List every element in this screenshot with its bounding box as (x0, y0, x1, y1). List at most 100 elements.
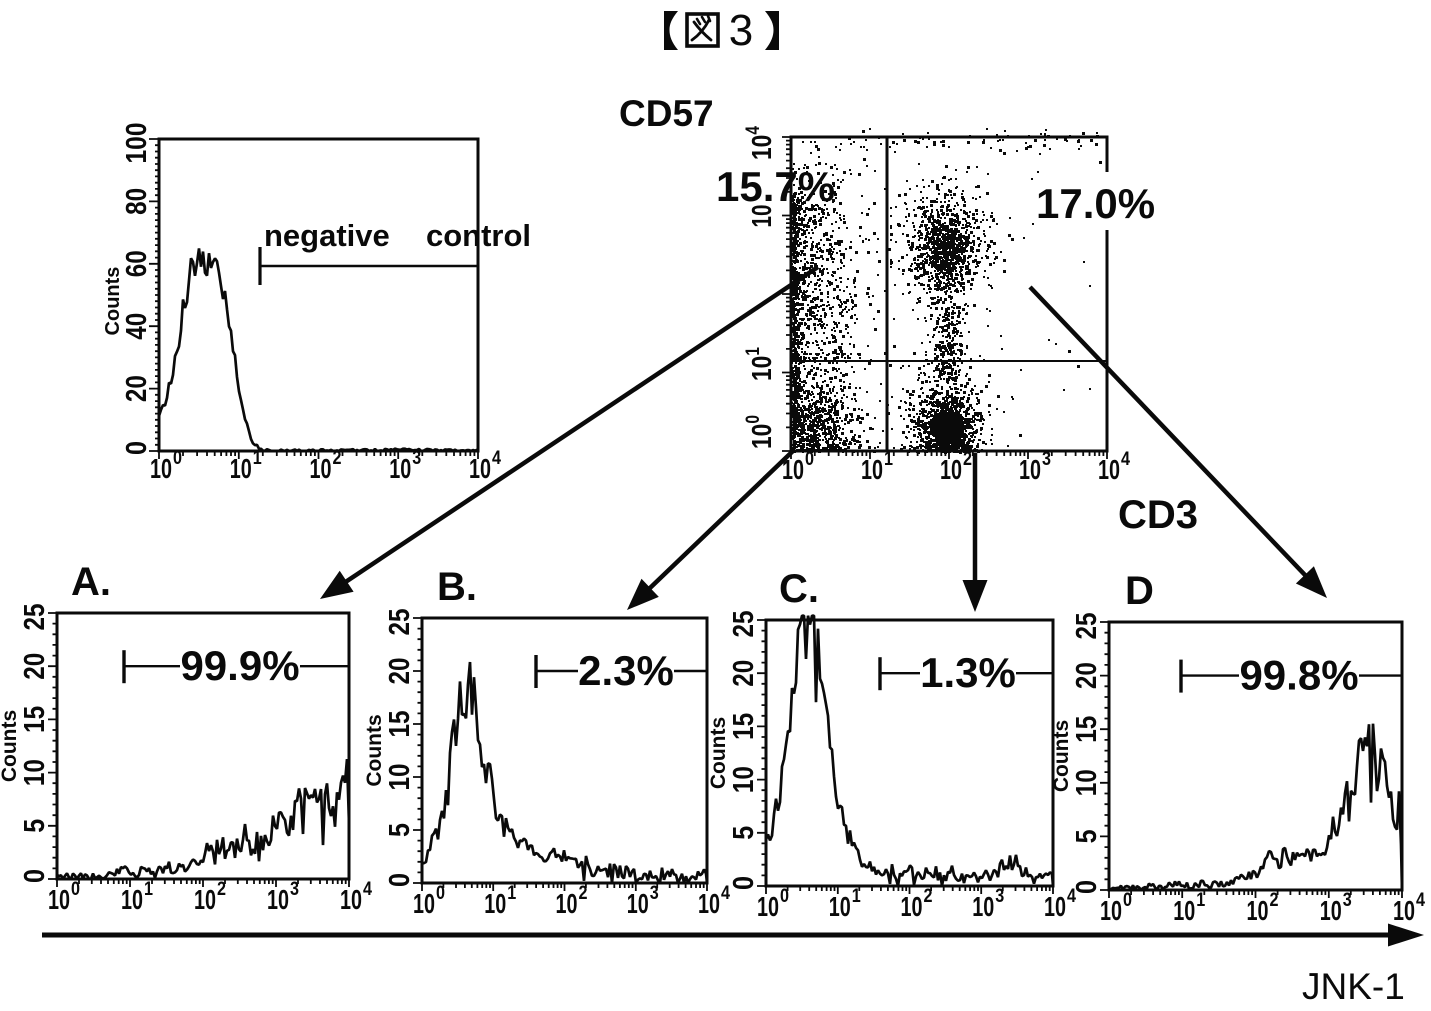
svg-text:3: 3 (729, 6, 753, 55)
svg-text:60: 60 (121, 250, 153, 277)
svg-text:15: 15 (1071, 716, 1103, 743)
svg-text:0: 0 (1071, 880, 1103, 894)
svg-text:10: 10 (1071, 769, 1103, 796)
svg-text:25: 25 (384, 609, 416, 636)
svg-text:20: 20 (1071, 662, 1103, 689)
svg-text:10: 10 (1098, 454, 1120, 485)
svg-text:0: 0 (780, 886, 789, 907)
svg-text:4: 4 (721, 883, 730, 904)
svg-text:5: 5 (1071, 829, 1103, 843)
svg-text:25: 25 (1071, 613, 1103, 640)
svg-text:10: 10 (389, 453, 411, 484)
svg-text:20: 20 (19, 653, 51, 680)
svg-text:10: 10 (469, 453, 491, 484)
svg-text:Counts: Counts (1050, 720, 1073, 792)
svg-text:0: 0 (805, 449, 814, 470)
svg-text:10: 10 (484, 888, 506, 919)
svg-text:JNK-1: JNK-1 (1302, 966, 1405, 1007)
svg-text:3: 3 (412, 448, 421, 469)
svg-text:10: 10 (194, 884, 216, 915)
svg-text:15: 15 (728, 713, 760, 740)
svg-text:0: 0 (728, 876, 760, 890)
svg-text:100: 100 (743, 415, 777, 449)
svg-text:C.: C. (779, 567, 819, 611)
svg-text:1: 1 (507, 883, 516, 904)
svg-text:CD3: CD3 (1118, 493, 1198, 537)
svg-text:2: 2 (963, 449, 972, 470)
svg-text:A.: A. (71, 560, 111, 604)
svg-text:10: 10 (1173, 895, 1195, 926)
svg-text:0: 0 (71, 879, 80, 900)
svg-text:1: 1 (884, 449, 893, 470)
svg-text:4: 4 (363, 879, 372, 900)
svg-text:10: 10 (861, 454, 883, 485)
svg-text:1: 1 (253, 448, 262, 469)
svg-text:10: 10 (782, 454, 804, 485)
svg-text:17.0%: 17.0% (1036, 180, 1155, 227)
svg-text:15: 15 (19, 706, 51, 733)
svg-text:4: 4 (492, 448, 501, 469)
svg-text:101: 101 (743, 347, 777, 381)
svg-text:3: 3 (1343, 890, 1352, 911)
svg-text:Counts: Counts (707, 717, 730, 789)
svg-text:2: 2 (217, 879, 226, 900)
svg-text:10: 10 (627, 888, 649, 919)
svg-text:4: 4 (1416, 890, 1425, 911)
svg-text:10: 10 (698, 888, 720, 919)
svg-text:10: 10 (746, 205, 777, 228)
svg-text:99.9%: 99.9% (180, 642, 299, 689)
svg-text:0: 0 (436, 883, 445, 904)
svg-text:10: 10 (19, 759, 51, 786)
svg-text:10: 10 (1019, 454, 1041, 485)
svg-text:10: 10 (901, 891, 923, 922)
svg-text:10: 10 (1320, 895, 1342, 926)
svg-text:1: 1 (144, 879, 153, 900)
svg-text:0: 0 (1123, 890, 1132, 911)
svg-text:5: 5 (384, 823, 416, 837)
svg-text:1: 1 (1196, 890, 1205, 911)
svg-text:10: 10 (48, 884, 70, 915)
svg-text:2: 2 (579, 883, 588, 904)
svg-text:10: 10 (121, 884, 143, 915)
svg-text:40: 40 (121, 313, 153, 340)
svg-text:25: 25 (728, 611, 760, 638)
svg-text:20: 20 (728, 660, 760, 687)
svg-text:15: 15 (384, 711, 416, 738)
svg-text:10: 10 (340, 884, 362, 915)
svg-text:3: 3 (995, 886, 1004, 907)
svg-text:10: 10 (1247, 895, 1269, 926)
svg-text:10: 10 (310, 453, 332, 484)
svg-text:Counts: Counts (0, 710, 21, 782)
svg-text:25: 25 (19, 604, 51, 631)
svg-text:0: 0 (121, 441, 153, 455)
svg-text:CD57: CD57 (619, 93, 714, 134)
svg-text:5: 5 (728, 826, 760, 840)
svg-text:D: D (1125, 569, 1154, 613)
svg-text:3: 3 (290, 879, 299, 900)
svg-text:10: 10 (972, 891, 994, 922)
svg-text:15.7%: 15.7% (716, 163, 835, 210)
svg-text:0: 0 (173, 448, 182, 469)
svg-text:104: 104 (743, 126, 777, 160)
svg-text:control: control (426, 218, 531, 253)
svg-text:10: 10 (230, 453, 252, 484)
svg-text:10: 10 (829, 891, 851, 922)
svg-text:5: 5 (19, 819, 51, 833)
svg-text:10: 10 (757, 891, 779, 922)
svg-text:10: 10 (556, 888, 578, 919)
svg-text:10: 10 (1044, 891, 1066, 922)
svg-text:10: 10 (384, 764, 416, 791)
svg-text:100: 100 (121, 123, 153, 164)
svg-text:10: 10 (1393, 895, 1415, 926)
svg-text:2: 2 (1270, 890, 1279, 911)
svg-text:10: 10 (267, 884, 289, 915)
svg-text:2: 2 (333, 448, 342, 469)
svg-text:B.: B. (437, 565, 477, 609)
svg-text:0: 0 (384, 873, 416, 887)
svg-text:2: 2 (924, 886, 933, 907)
svg-text:3: 3 (1042, 449, 1051, 470)
svg-text:20: 20 (384, 658, 416, 685)
svg-text:0: 0 (19, 869, 51, 883)
svg-text:2.3%: 2.3% (578, 647, 674, 694)
svg-text:80: 80 (121, 188, 153, 215)
